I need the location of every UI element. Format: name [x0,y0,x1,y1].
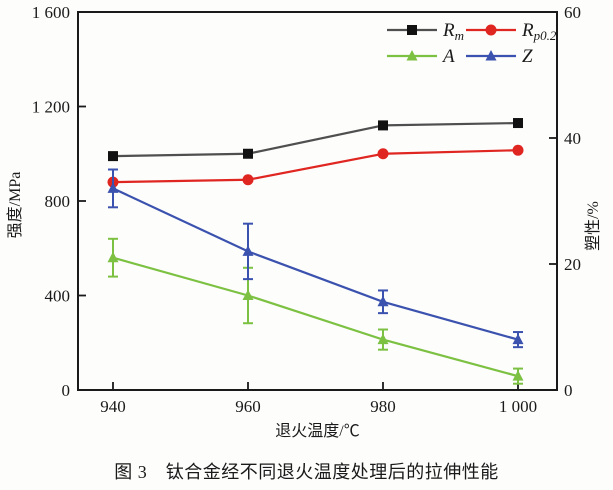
y-right-tick-label: 0 [564,381,573,400]
series-A-marker [377,333,389,345]
plot-frame [77,11,558,391]
series-Rp0.2-marker [377,148,389,160]
series-Rm-marker [108,151,118,162]
series-Z-marker [107,182,119,193]
legend-A-label: A [441,46,455,67]
series-Rm-marker [378,120,388,131]
y-left-tick-label: 0 [62,381,71,400]
y-right-tick-label: 20 [564,255,581,274]
legend-Rm-marker [407,25,417,35]
y-left-tick-label: 1 600 [32,3,70,22]
series-Rp0.2-line [112,149,519,184]
x-tick-label: 980 [370,397,396,416]
series-A-marker [512,370,524,381]
legend-Rp0.2-marker [485,24,497,36]
series-A-line [112,256,519,378]
y-right-tick-label: 60 [564,3,581,22]
series-Rp0.2-marker [242,174,254,186]
y-left-tick-label: 800 [45,192,71,211]
series-Z-marker [242,245,254,256]
legend-A-marker [406,50,418,61]
y-left-axis-title: 强度/MPa [6,172,24,239]
series-Rm-line [112,121,519,158]
series-Z-line [112,187,519,341]
series-A-marker [107,251,119,263]
y-left-tick-label: 400 [45,287,71,306]
series-Z-marker [512,333,524,345]
series-Rm-marker [243,148,253,159]
legend-Z-label: Z [522,46,533,67]
tensile-properties-chart: 0 400 800 1 200 1 600 0 20 40 60 940 960 980 1 000 强度… [6,3,602,440]
y-left-tick-label: 1 200 [32,98,70,117]
series-Z-marker [377,295,389,307]
legend-Rm-label: Rm [442,20,464,43]
y-right-axis-title: 塑性/% [584,201,602,251]
series-Rp0.2-marker [512,144,524,156]
legend-Z-marker [485,50,497,61]
x-tick-label: 940 [100,397,126,416]
y-right-tick-label: 40 [564,129,581,148]
legend-Rp0.2-label: Rp0.2 [521,20,557,43]
figure-caption: 图 3 钛合金经不同退火温度处理后的拉伸性能 [114,462,499,482]
series-Rm-marker [513,118,523,129]
x-tick-label: 960 [235,397,261,416]
x-axis-title: 退火温度/℃ [275,422,359,440]
x-tick-label: 1 000 [499,397,537,416]
chart-svg: 0 400 800 1 200 1 600 0 20 40 60 940 960 980 1 000 强度… [6,3,602,440]
series-A-marker [242,289,254,300]
